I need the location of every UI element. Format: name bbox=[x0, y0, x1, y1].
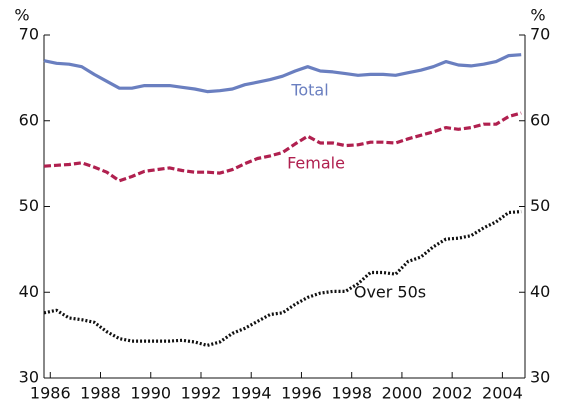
series-label: Total bbox=[290, 81, 328, 100]
y2-tick-label: 40 bbox=[530, 282, 550, 301]
x-tick-label: 1992 bbox=[181, 384, 222, 403]
y2-tick-label: 50 bbox=[530, 196, 550, 215]
y-tick-label: 60 bbox=[19, 110, 39, 129]
y2-tick-label: 30 bbox=[530, 368, 550, 387]
y2-tick-label: 70 bbox=[530, 25, 550, 44]
series-label: Female bbox=[287, 154, 345, 173]
y-tick-label: 50 bbox=[19, 196, 39, 215]
x-tick-label: 1996 bbox=[281, 384, 322, 403]
y-tick-label: 70 bbox=[19, 25, 39, 44]
y-axis-label: % bbox=[14, 6, 29, 25]
series-label: Over 50s bbox=[354, 283, 426, 302]
y-tick-label: 40 bbox=[19, 282, 39, 301]
series-line bbox=[43, 111, 522, 183]
x-tick-label: 2004 bbox=[482, 384, 523, 403]
x-tick-label: 1986 bbox=[30, 384, 71, 403]
x-tick-label: 2002 bbox=[432, 384, 473, 403]
y2-axis-label: % bbox=[530, 6, 545, 25]
x-tick-label: 1990 bbox=[130, 384, 171, 403]
series-line bbox=[43, 53, 522, 94]
x-tick-label: 2000 bbox=[382, 384, 423, 403]
x-tick-label: 1998 bbox=[331, 384, 372, 403]
y-tick-label: 30 bbox=[19, 368, 39, 387]
x-tick-label: 1988 bbox=[80, 384, 121, 403]
series-line bbox=[43, 210, 522, 347]
y2-tick-label: 60 bbox=[530, 110, 550, 129]
x-tick-label: 1994 bbox=[231, 384, 272, 403]
